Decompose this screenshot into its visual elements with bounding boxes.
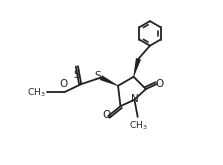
- Text: N: N: [131, 94, 139, 104]
- Text: CH$_3$: CH$_3$: [27, 86, 46, 99]
- Polygon shape: [100, 75, 118, 86]
- Text: O: O: [102, 110, 110, 120]
- Text: CH$_3$: CH$_3$: [129, 120, 148, 132]
- Text: S: S: [74, 70, 81, 80]
- Text: O: O: [155, 79, 163, 89]
- Text: S: S: [95, 71, 101, 81]
- Polygon shape: [133, 58, 141, 77]
- Text: O: O: [60, 79, 68, 89]
